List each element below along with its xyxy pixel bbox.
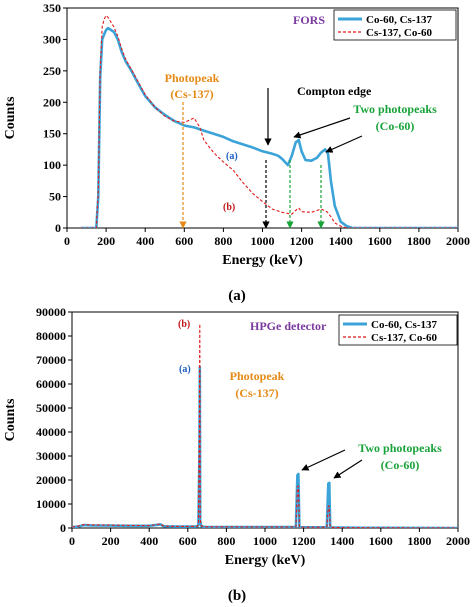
x-tick-label: 600: [175, 234, 193, 248]
x-tick-label: 1000: [251, 234, 275, 248]
legend-entry: Co-60, Cs-137: [366, 14, 432, 26]
curve-tag-b: (b): [178, 319, 190, 330]
curve-tag-b: (b): [223, 202, 235, 213]
photopeak-co-arrow: [325, 135, 363, 153]
x-tick-label: 1400: [330, 534, 354, 548]
y-tick-label: 0: [55, 221, 61, 235]
photopeak-co-arrow: [301, 449, 346, 471]
x-tick-label: 400: [140, 534, 158, 548]
x-tick-label: 200: [102, 534, 120, 548]
x-axis-label: Energy (keV): [225, 553, 306, 568]
legend-box: [333, 9, 457, 41]
x-tick-label: 0: [64, 234, 70, 248]
chart-panel-b: 0 200 400 600 800 1000 1200 1400 1600 1800 2000010…: [3, 305, 470, 604]
x-tick-label: 1800: [407, 534, 431, 548]
y-tick-label: 350: [43, 1, 61, 15]
y-tick-label: 50: [49, 190, 61, 204]
x-tick-label: 1000: [253, 534, 277, 548]
y-tick-label: 10000: [36, 497, 66, 511]
y-tick-label: 30000: [36, 449, 66, 463]
legend-entry: Cs-137, Co-60: [366, 27, 432, 39]
y-tick-label: 300: [43, 32, 61, 46]
series-line-co60-cs137: [80, 26, 458, 228]
y-tick-label: 20000: [36, 473, 66, 487]
x-tick-label: 1200: [292, 534, 316, 548]
photopeak-co-label: (Co-60): [381, 458, 420, 472]
photopeak-cs-label: (Cs-137): [170, 87, 213, 101]
y-tick-label: 50000: [36, 401, 66, 415]
x-tick-label: 0: [69, 534, 75, 548]
legend-box: [338, 314, 458, 346]
photopeak-co-arrow: [333, 459, 363, 479]
photopeak-co-label: (Co-60): [376, 119, 415, 133]
chart-panel-a: 0 200 400 600 800 1000 1200 1400 1600 1800 2000 0 50…: [3, 1, 470, 304]
x-tick-label: 1600: [369, 534, 393, 548]
legend-entry: Cs-137, Co-60: [371, 332, 437, 344]
y-axis-label: Counts: [3, 96, 18, 139]
y-tick-label: 70000: [36, 353, 66, 367]
x-tick-label: 800: [217, 534, 235, 548]
y-tick-label: 80000: [36, 329, 66, 343]
x-tick-label: 200: [97, 234, 115, 248]
photopeak-cs-label: (Cs-137): [235, 386, 278, 400]
legend-entry: Co-60, Cs-137: [371, 319, 437, 331]
x-tick-label: 400: [136, 234, 154, 248]
curve-tag-a: (a): [179, 364, 191, 375]
photopeak-co-label: Two photopeaks: [353, 102, 437, 116]
y-tick-label: 250: [43, 64, 61, 78]
photopeak-cs-label: Photopeak: [230, 369, 285, 383]
x-tick-label: 1400: [329, 234, 353, 248]
y-tick-label: 100: [43, 158, 61, 172]
panel-caption: (a): [228, 288, 246, 304]
x-tick-label: 2000: [446, 234, 470, 248]
y-tick-label: 40000: [36, 425, 66, 439]
plot-frame: [66, 7, 459, 229]
y-tick-label: 200: [43, 95, 61, 109]
y-axis-label: Counts: [3, 398, 18, 441]
photopeak-cs-label: Photopeak: [165, 71, 220, 85]
y-tick-label: 60000: [36, 377, 66, 391]
detector-label: HPGe detector: [250, 319, 327, 333]
x-tick-label: 600: [179, 534, 197, 548]
x-axis-label: Energy (keV): [222, 253, 303, 268]
curve-tag-a: (a): [226, 151, 238, 162]
x-tick-label: 1800: [407, 234, 431, 248]
compton-edge-label: Compton edge: [297, 84, 372, 98]
photopeak-co-label: Two photopeaks: [358, 441, 442, 455]
x-tick-label: 2000: [446, 534, 470, 548]
y-tick-label: 0: [60, 521, 66, 535]
detector-label: FORS: [293, 13, 325, 27]
y-tick-label: 150: [43, 127, 61, 141]
y-tick-label: 90000: [36, 305, 66, 319]
x-tick-label: 1200: [290, 234, 314, 248]
x-tick-label: 1600: [368, 234, 392, 248]
x-tick-label: 800: [214, 234, 232, 248]
photopeak-co-arrow: [293, 117, 351, 139]
series-line-cs137-co60: [80, 14, 458, 228]
panel-caption: (b): [228, 588, 246, 604]
series-line-cs137-co60: [72, 323, 458, 528]
